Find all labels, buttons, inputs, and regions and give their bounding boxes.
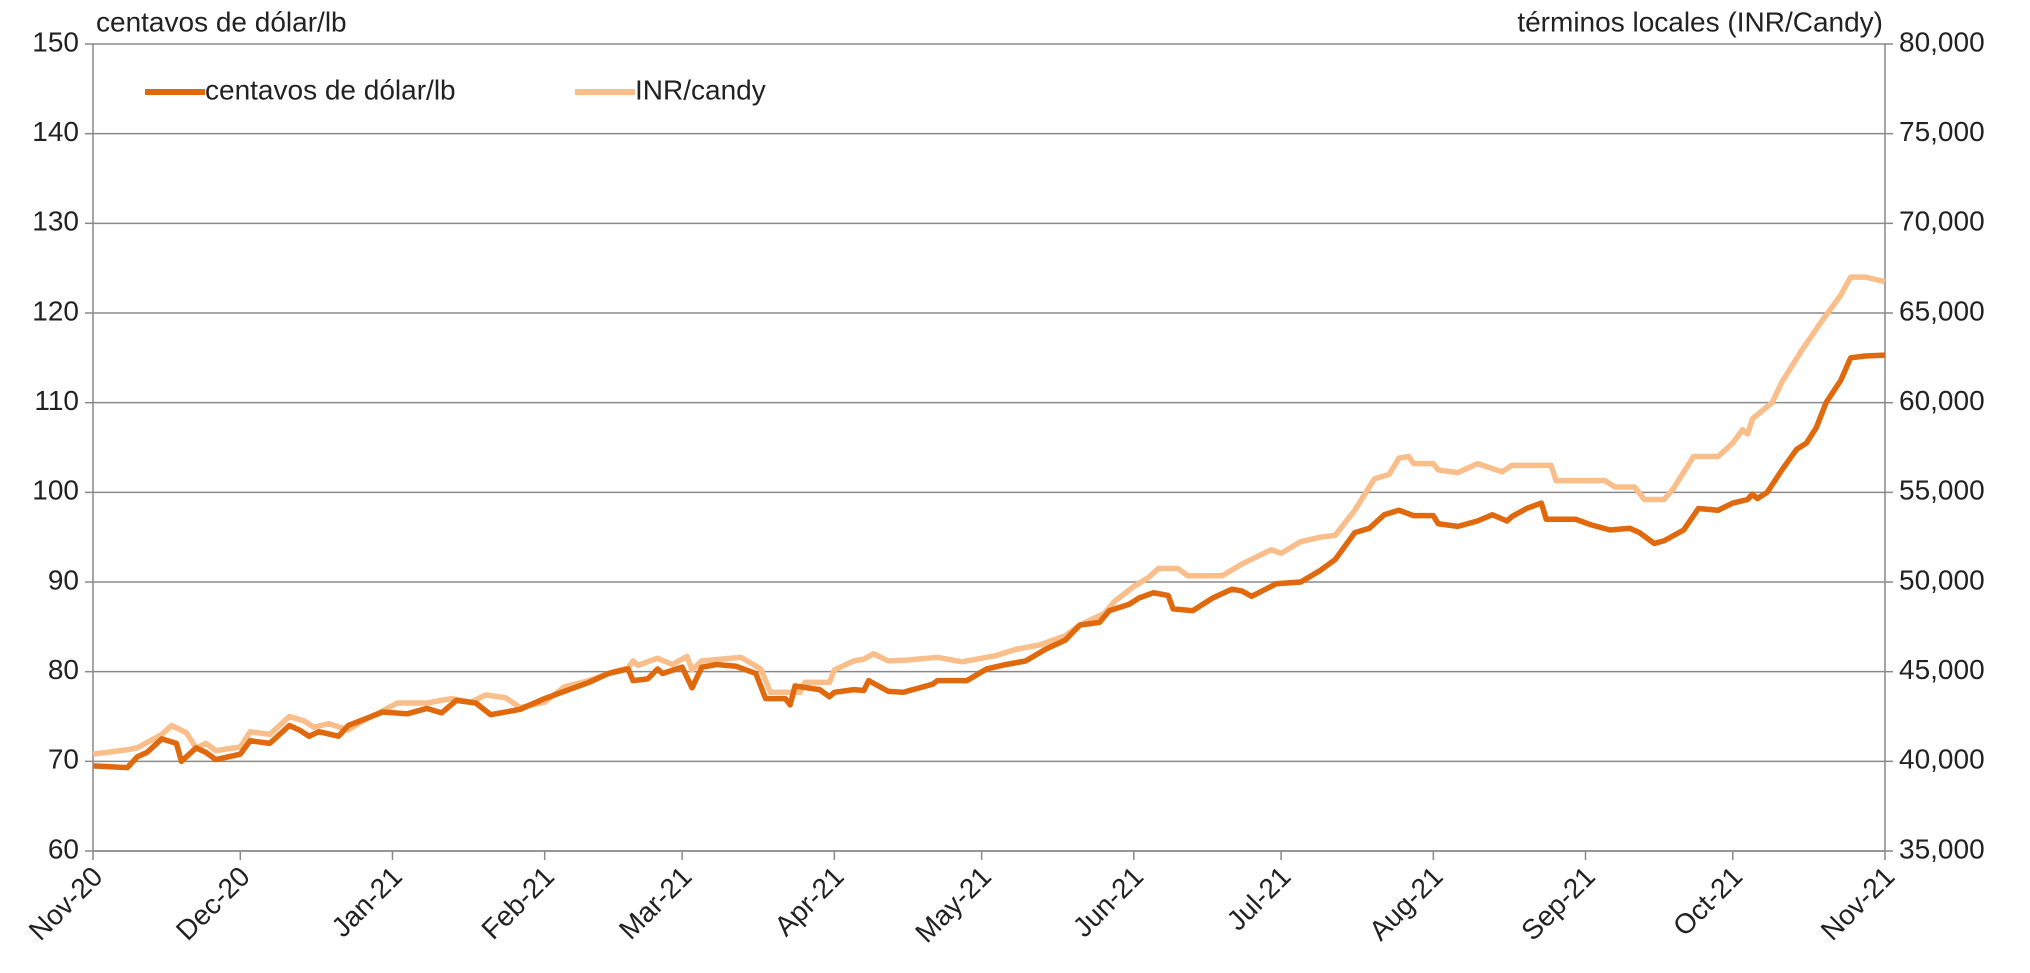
legend-label: centavos de dólar/lb [205, 74, 456, 105]
x-tick-label: May-21 [909, 861, 997, 949]
y2-tick-label: 40,000 [1899, 744, 1985, 775]
x-tick-label: Mar-21 [613, 861, 698, 946]
y-tick-label: 120 [32, 295, 79, 326]
y2-tick-label: 65,000 [1899, 295, 1985, 326]
x-tick-label: Sep-21 [1515, 861, 1601, 947]
y-tick-label: 150 [32, 26, 79, 57]
y2-tick-label: 35,000 [1899, 833, 1985, 864]
y2-tick-label: 45,000 [1899, 654, 1985, 685]
y-tick-label: 60 [48, 833, 79, 864]
y-axis-label: centavos de dólar/lb [96, 6, 347, 37]
x-tick-label: Oct-21 [1667, 861, 1748, 942]
x-tick-label: Dec-20 [170, 861, 256, 947]
series-line [92, 352, 1886, 771]
x-tick-label: Nov-20 [23, 861, 109, 947]
y-tick-label: 130 [32, 206, 79, 237]
y-tick-label: 90 [48, 564, 79, 595]
x-tick-label: Nov-21 [1815, 861, 1901, 947]
y-tick-label: 110 [34, 385, 79, 416]
y2-axis-label: términos locales (INR/Candy) [1517, 6, 1883, 37]
y2-tick-label: 80,000 [1899, 26, 1985, 57]
x-tick-label: Jul-21 [1221, 861, 1297, 937]
y-tick-label: 80 [48, 654, 79, 685]
series-line [92, 274, 1886, 757]
y2-tick-label: 75,000 [1899, 116, 1985, 147]
legend-label: INR/candy [635, 74, 766, 105]
x-tick-label: Feb-21 [475, 861, 560, 946]
y2-tick-label: 70,000 [1899, 206, 1985, 237]
x-tick-label: Jan-21 [325, 861, 407, 943]
x-tick-label: Apr-21 [768, 861, 849, 942]
y-tick-label: 140 [32, 116, 79, 147]
y2-tick-label: 60,000 [1899, 385, 1985, 416]
y2-tick-label: 50,000 [1899, 564, 1985, 595]
x-tick-label: Jun-21 [1067, 861, 1149, 943]
y-tick-label: 100 [32, 475, 79, 506]
y-tick-label: 70 [48, 744, 79, 775]
x-tick-label: Aug-21 [1363, 861, 1449, 947]
y2-tick-label: 55,000 [1899, 475, 1985, 506]
